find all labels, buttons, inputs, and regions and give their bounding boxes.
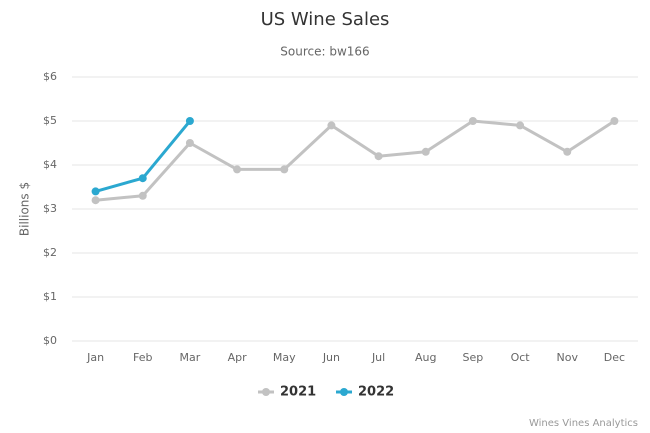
y-tick-label: $6 [43, 70, 57, 83]
x-tick-label: Apr [228, 351, 248, 364]
data-point [185, 117, 194, 125]
legend-symbol-marker [340, 388, 348, 396]
data-point [516, 121, 525, 130]
x-tick-label: Oct [511, 351, 531, 364]
x-tick-label: Jan [86, 351, 104, 364]
series-line [94, 119, 616, 202]
data-point [280, 165, 289, 174]
data-point [327, 121, 336, 130]
x-tick-label: Jun [322, 351, 340, 364]
legend-label: 2022 [358, 385, 394, 400]
data-point [468, 117, 477, 125]
data-point [138, 191, 147, 200]
chart-title: US Wine Sales [261, 9, 390, 30]
data-point [138, 174, 147, 183]
data-point [421, 147, 430, 156]
data-point [91, 187, 100, 196]
data-point [610, 117, 619, 125]
data-point [185, 139, 194, 147]
data-point [563, 147, 572, 156]
y-tick-label: $0 [43, 334, 57, 347]
y-tick-label: $3 [43, 202, 57, 215]
data-point [374, 152, 383, 161]
y-tick-label: $2 [43, 246, 57, 259]
data-point [233, 165, 242, 174]
legend-symbol-marker [262, 388, 270, 396]
y-tick-label: $1 [43, 290, 57, 303]
x-tick-label: Aug [415, 351, 436, 364]
x-tick-label: Jul [371, 351, 385, 364]
legend-label: 2021 [280, 385, 316, 400]
y-axis-title: Billions $ [18, 182, 32, 236]
y-tick-label: $5 [43, 114, 57, 127]
y-tick-label: $4 [43, 158, 57, 171]
data-point [91, 196, 100, 205]
x-tick-label: Feb [133, 351, 152, 364]
chart-subtitle: Source: bw166 [280, 45, 369, 59]
x-tick-label: Nov [557, 351, 579, 364]
x-tick-label: Mar [180, 351, 201, 364]
x-tick-label: Sep [463, 351, 484, 364]
x-tick-label: May [273, 351, 296, 364]
credits: Wines Vines Analytics [529, 418, 638, 429]
x-tick-label: Dec [604, 351, 625, 364]
